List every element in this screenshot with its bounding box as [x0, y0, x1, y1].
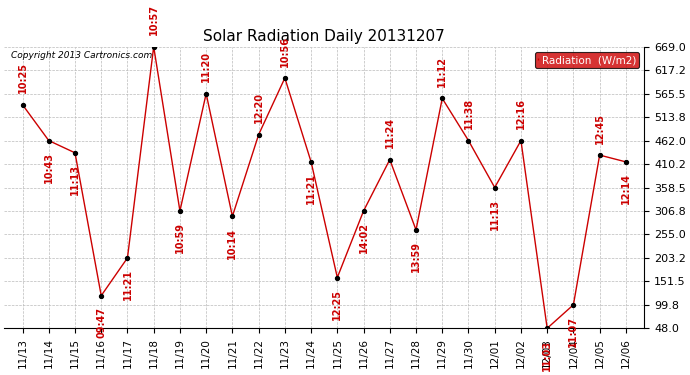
Point	[332, 274, 343, 280]
Text: 10:57: 10:57	[148, 4, 159, 36]
Point	[411, 227, 422, 233]
Text: 11:21: 11:21	[122, 269, 132, 300]
Text: 14:02: 14:02	[359, 222, 368, 253]
Text: 11:20: 11:20	[201, 51, 211, 82]
Point	[148, 44, 159, 50]
Text: 13:59: 13:59	[411, 241, 421, 272]
Text: 10:59: 10:59	[175, 222, 185, 253]
Point	[515, 138, 526, 144]
Text: 12:25: 12:25	[333, 289, 342, 320]
Text: Copyright 2013 Cartronics.com: Copyright 2013 Cartronics.com	[10, 51, 152, 60]
Point	[568, 302, 579, 308]
Point	[175, 208, 186, 214]
Text: 10:14: 10:14	[228, 228, 237, 258]
Point	[201, 91, 212, 97]
Point	[70, 150, 81, 156]
Point	[358, 208, 369, 214]
Point	[253, 132, 264, 138]
Point	[17, 102, 28, 108]
Point	[43, 138, 55, 144]
Point	[594, 152, 605, 158]
Text: 12:14: 12:14	[621, 173, 631, 204]
Point	[306, 159, 317, 165]
Point	[437, 95, 448, 101]
Point	[620, 159, 631, 165]
Text: 11:03: 11:03	[542, 339, 552, 370]
Point	[227, 213, 238, 219]
Point	[463, 138, 474, 144]
Text: 10:56: 10:56	[280, 36, 290, 67]
Text: 09:47: 09:47	[96, 307, 106, 338]
Point	[384, 157, 395, 163]
Point	[489, 184, 500, 190]
Point	[279, 75, 290, 81]
Point	[96, 292, 107, 298]
Legend: Radiation  (W/m2): Radiation (W/m2)	[535, 52, 639, 68]
Text: 10:25: 10:25	[17, 63, 28, 93]
Title: Solar Radiation Daily 20131207: Solar Radiation Daily 20131207	[204, 29, 445, 44]
Text: 11:13: 11:13	[70, 164, 80, 195]
Text: 11:13: 11:13	[490, 199, 500, 230]
Text: 11:38: 11:38	[464, 98, 473, 129]
Point	[122, 255, 133, 261]
Text: 11:21: 11:21	[306, 173, 316, 204]
Text: 10:43: 10:43	[43, 152, 54, 183]
Text: 12:16: 12:16	[516, 98, 526, 129]
Text: 11:12: 11:12	[437, 56, 447, 87]
Text: 11:24: 11:24	[385, 117, 395, 148]
Point	[542, 325, 553, 331]
Text: 12:20: 12:20	[254, 92, 264, 123]
Text: 11:07: 11:07	[569, 316, 578, 347]
Text: 12:45: 12:45	[595, 113, 604, 144]
